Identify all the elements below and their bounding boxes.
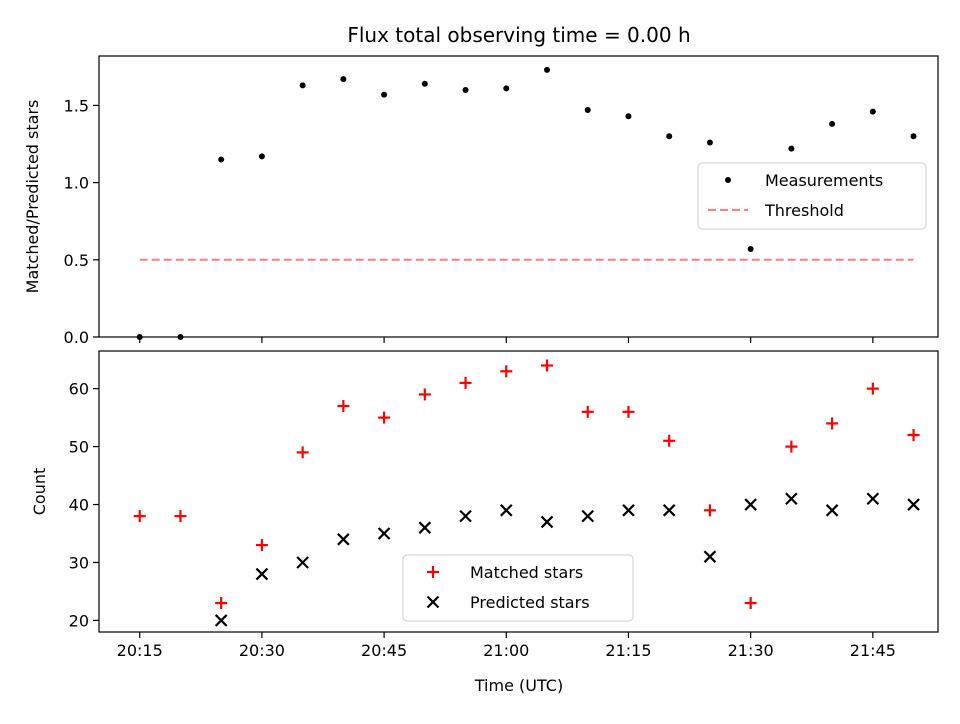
measurement-point (258, 153, 265, 160)
bottom-xtick-label: 21:15 (605, 641, 651, 660)
measurement-point (462, 86, 469, 93)
predicted-star-point (744, 498, 757, 511)
bottom-series-matched-stars (133, 359, 920, 610)
predicted-star-point (825, 504, 839, 517)
measurement-point (503, 85, 510, 92)
measurement-point (666, 133, 673, 140)
top-series-measurements (136, 66, 917, 340)
bottom-xtick-label: 20:45 (361, 641, 407, 660)
measurement-point (584, 107, 591, 114)
legend-label: Measurements (765, 171, 883, 190)
bottom-xtick-label: 21:00 (483, 641, 529, 660)
measurement-point (829, 120, 836, 127)
matched-star-point (541, 359, 554, 372)
matched-star-point (215, 597, 228, 610)
measurement-point (544, 66, 551, 73)
matched-star-point (581, 405, 594, 418)
legend-label: Matched stars (470, 563, 583, 582)
bottom-ytick-label: 60 (69, 380, 89, 399)
figure-title: Flux total observing time = 0.00 h (347, 23, 690, 47)
predicted-star-point (214, 614, 228, 627)
matched-star-point (255, 539, 268, 552)
predicted-star-point (785, 492, 798, 506)
matched-star-point (174, 510, 187, 523)
measurement-point (869, 108, 876, 115)
bottom-panel: 20 30 40 50 60 20:15 20:30 20:45 21:00 21:15 21:30… (30, 350, 939, 660)
predicted-star-point (500, 504, 513, 517)
predicted-star-point (540, 515, 554, 529)
top-ytick-label: 0.0 (64, 328, 89, 347)
measurement-point (299, 82, 306, 89)
predicted-star-point (377, 527, 391, 540)
measurement-point (706, 139, 713, 146)
matched-star-point (866, 382, 879, 395)
legend-label: Predicted stars (470, 593, 590, 612)
bottom-xtick-label: 20:15 (117, 641, 163, 660)
matched-star-point (907, 429, 920, 442)
bottom-legend-box (402, 554, 634, 622)
bottom-ytick-label: 50 (69, 438, 89, 457)
bottom-xtick-label: 21:30 (728, 641, 774, 660)
bottom-legend: Matched stars Predicted stars (402, 554, 634, 622)
predicted-star-point (296, 556, 309, 569)
legend-swatch (427, 566, 439, 578)
predicted-star-point (459, 509, 472, 523)
bottom-ytick-label: 20 (69, 611, 89, 630)
matched-star-point (622, 405, 635, 418)
matched-star-point (378, 411, 391, 424)
measurement-point (340, 76, 347, 83)
bottom-xtick-label: 21:45 (850, 641, 896, 660)
legend-item: Predicted stars (426, 593, 590, 612)
bottom-xtick-label: 20:30 (239, 641, 285, 660)
legend-swatch (725, 177, 731, 183)
measurement-point (421, 80, 428, 87)
matched-star-point (826, 417, 839, 430)
bottom-series-predicted-stars (214, 492, 920, 627)
measurement-point (218, 156, 225, 163)
predicted-star-point (866, 492, 880, 506)
legend-item: Matched stars (427, 563, 583, 582)
predicted-star-point (662, 504, 676, 517)
matched-star-point (418, 388, 431, 401)
matched-star-point (500, 365, 513, 378)
top-ytick-label: 1.0 (64, 174, 89, 193)
predicted-star-point (703, 550, 717, 563)
measurement-point (381, 91, 388, 98)
top-panel: 0.0 0.5 1.0 1.5 Matched/Predicted stars Measu… (23, 55, 939, 347)
legend-item: Threshold (708, 201, 844, 220)
matched-star-point (703, 504, 716, 517)
top-ytick-label: 1.5 (64, 96, 89, 115)
matched-star-point (337, 400, 350, 413)
predicted-star-point (581, 509, 595, 523)
top-ytick-label: 0.5 (64, 251, 89, 270)
matched-star-point (459, 376, 472, 389)
bottom-axes-frame (98, 350, 939, 633)
matched-star-point (744, 597, 757, 610)
predicted-star-point (418, 521, 432, 534)
top-legend: Measurements Threshold (697, 162, 927, 230)
measurement-point (910, 133, 917, 140)
legend-item: Measurements (725, 171, 883, 190)
measurement-point (625, 113, 632, 120)
measurement-point (747, 245, 754, 252)
matched-star-point (296, 446, 309, 459)
top-y-axis-label: Matched/Predicted stars (23, 100, 42, 294)
matched-star-point (663, 434, 676, 447)
legend-swatch (426, 595, 440, 609)
top-axes-frame (98, 55, 939, 338)
predicted-star-point (337, 533, 350, 546)
bottom-ytick-label: 30 (69, 553, 89, 572)
matched-star-point (133, 510, 146, 523)
matched-star-point (785, 440, 798, 453)
predicted-star-point (907, 498, 920, 511)
bottom-y-axis-label: Count (30, 468, 49, 516)
bottom-ytick-label: 40 (69, 496, 89, 515)
measurement-point (788, 145, 795, 152)
legend-label: Threshold (764, 201, 844, 220)
predicted-star-point (255, 567, 269, 581)
top-legend-box (697, 162, 927, 230)
x-axis-label: Time (UTC) (474, 676, 563, 695)
predicted-star-point (622, 504, 635, 517)
